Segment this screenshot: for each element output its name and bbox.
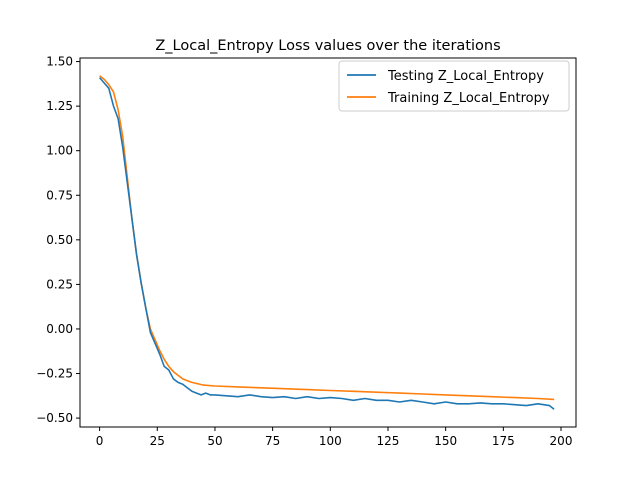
x-axis-ticks: 0 25 50 75 100 125 150 175 200 [96, 427, 573, 448]
x-tick-label: 200 [550, 434, 573, 448]
y-tick-label: −0.50 [36, 411, 73, 425]
x-tick-label: 150 [434, 434, 457, 448]
y-tick-label: 0.00 [46, 322, 73, 336]
legend: Testing Z_Local_Entropy Training Z_Local… [338, 60, 570, 112]
x-tick-label: 125 [377, 434, 400, 448]
y-tick-label: 0.25 [46, 277, 73, 291]
y-axis-ticks: −0.50 −0.25 0.00 0.25 0.50 0.75 1.00 1.25 1.50 [36, 55, 80, 425]
y-tick-label: 0.50 [46, 233, 73, 247]
series-line-testing [98, 77, 555, 410]
x-tick-label: 100 [319, 434, 342, 448]
axes-frame [79, 57, 577, 428]
y-tick-label: 1.00 [46, 144, 73, 158]
x-tick-label: 0 [96, 434, 104, 448]
legend-label-testing: Testing Z_Local_Entropy [387, 69, 544, 84]
x-tick-label: 75 [265, 434, 280, 448]
legend-label-training: Training Z_Local_Entropy [387, 91, 550, 106]
x-tick-label: 50 [207, 434, 222, 448]
y-tick-label: 1.50 [46, 55, 73, 69]
plot-lines [98, 75, 555, 410]
x-tick-label: 175 [492, 434, 515, 448]
chart-title: Z_Local_Entropy Loss values over the ite… [155, 38, 500, 54]
y-tick-label: 1.25 [46, 99, 73, 113]
y-tick-label: 0.75 [46, 188, 73, 202]
legend-box [338, 60, 570, 112]
x-tick-label: 25 [150, 434, 165, 448]
y-tick-label: −0.25 [36, 367, 73, 381]
